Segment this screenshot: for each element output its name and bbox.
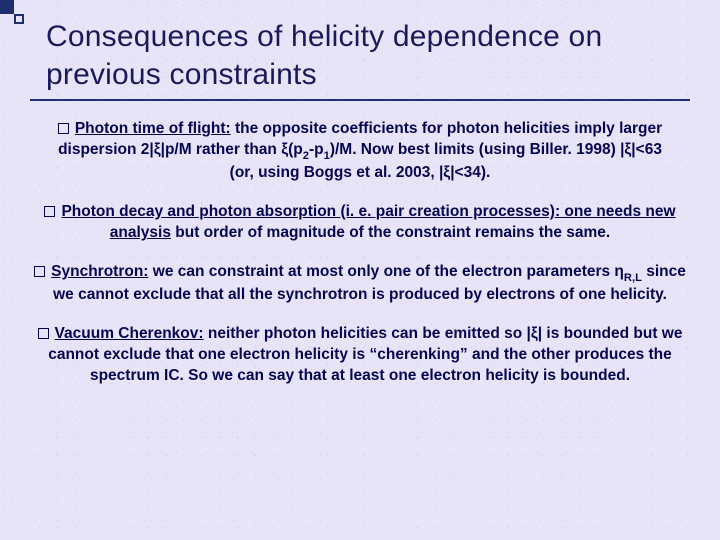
title-rule	[30, 99, 690, 101]
bullet-synchrotron: Synchrotron: we can constraint at most o…	[30, 262, 690, 306]
bullet-text: (or, using Boggs et al. 2003, |ξ|<34).	[230, 164, 491, 181]
bullet-box-icon	[58, 123, 69, 134]
corner-accent	[0, 0, 28, 28]
subscript: 1	[324, 150, 330, 162]
subscript: R,L	[624, 272, 642, 284]
bullet-text: but order of magnitude of the constraint…	[171, 224, 610, 241]
page-title: Consequences of helicity dependence on p…	[46, 18, 690, 93]
accent-square-outline	[14, 14, 24, 24]
bullet-box-icon	[38, 328, 49, 339]
subscript: 2	[303, 150, 309, 162]
bullet-box-icon	[44, 206, 55, 217]
bullet-photon-tof: Photon time of flight: the opposite coef…	[30, 119, 690, 184]
bullet-lead: Vacuum Cherenkov:	[55, 325, 204, 342]
bullet-text: -p	[309, 141, 324, 158]
bullet-vacuum-cherenkov: Vacuum Cherenkov: neither photon helicit…	[30, 324, 690, 387]
accent-square-filled	[0, 0, 14, 14]
bullet-lead: Synchrotron:	[51, 263, 148, 280]
bullet-box-icon	[34, 266, 45, 277]
bullet-text: )/M. Now best limits (using Biller. 1998…	[330, 141, 662, 158]
bullet-lead: Photon time of flight:	[75, 120, 231, 137]
bullet-photon-decay: Photon decay and photon absorption (i. e…	[30, 202, 690, 244]
bullet-text: we can constraint at most only one of th…	[148, 263, 623, 280]
bullet-lead: Photon decay and photon absorption (i. e…	[61, 203, 560, 220]
